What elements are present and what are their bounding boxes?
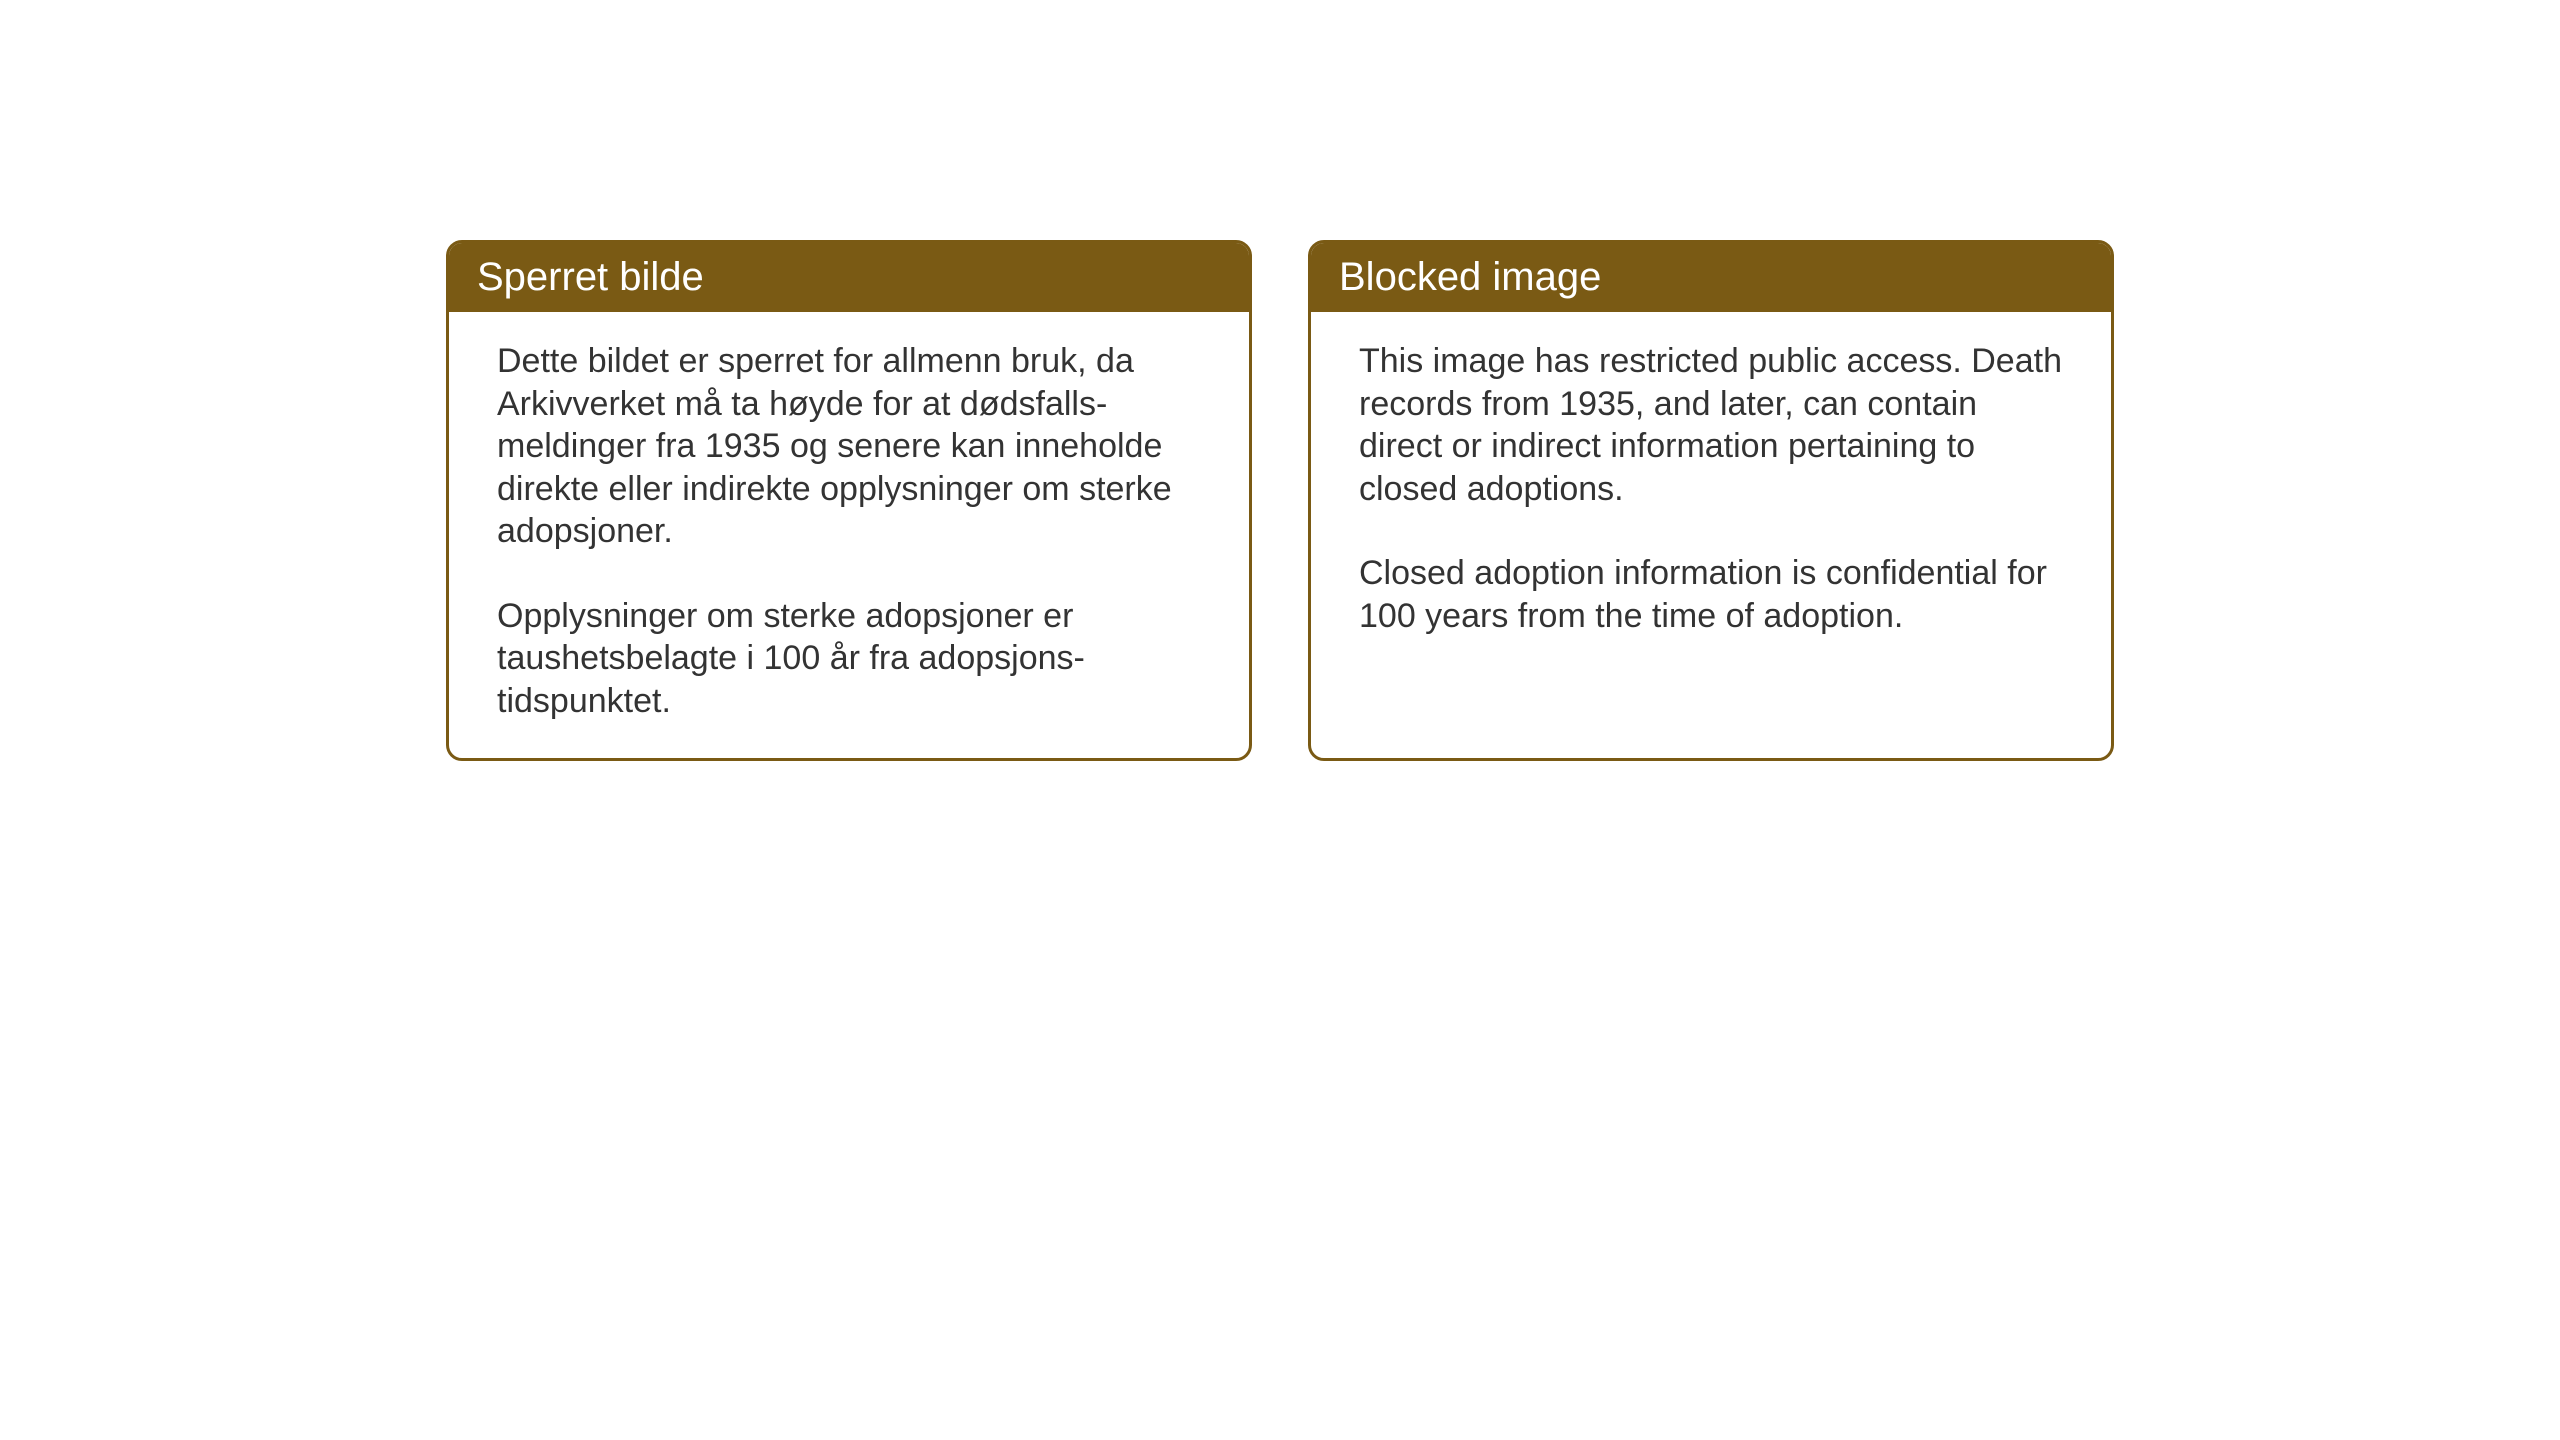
norwegian-card-header: Sperret bilde [449, 243, 1249, 312]
norwegian-paragraph-1: Dette bildet er sperret for allmenn bruk… [497, 340, 1201, 553]
english-card-header: Blocked image [1311, 243, 2111, 312]
english-card-body: This image has restricted public access.… [1311, 312, 2111, 738]
norwegian-paragraph-2: Opplysninger om sterke adopsjoner er tau… [497, 595, 1201, 723]
english-card-title: Blocked image [1339, 255, 1601, 299]
norwegian-card-body: Dette bildet er sperret for allmenn bruk… [449, 312, 1249, 758]
english-paragraph-2: Closed adoption information is confident… [1359, 552, 2063, 637]
english-paragraph-1: This image has restricted public access.… [1359, 340, 2063, 510]
english-card: Blocked image This image has restricted … [1308, 240, 2114, 761]
notice-container: Sperret bilde Dette bildet er sperret fo… [446, 240, 2114, 761]
norwegian-card: Sperret bilde Dette bildet er sperret fo… [446, 240, 1252, 761]
norwegian-card-title: Sperret bilde [477, 255, 704, 299]
